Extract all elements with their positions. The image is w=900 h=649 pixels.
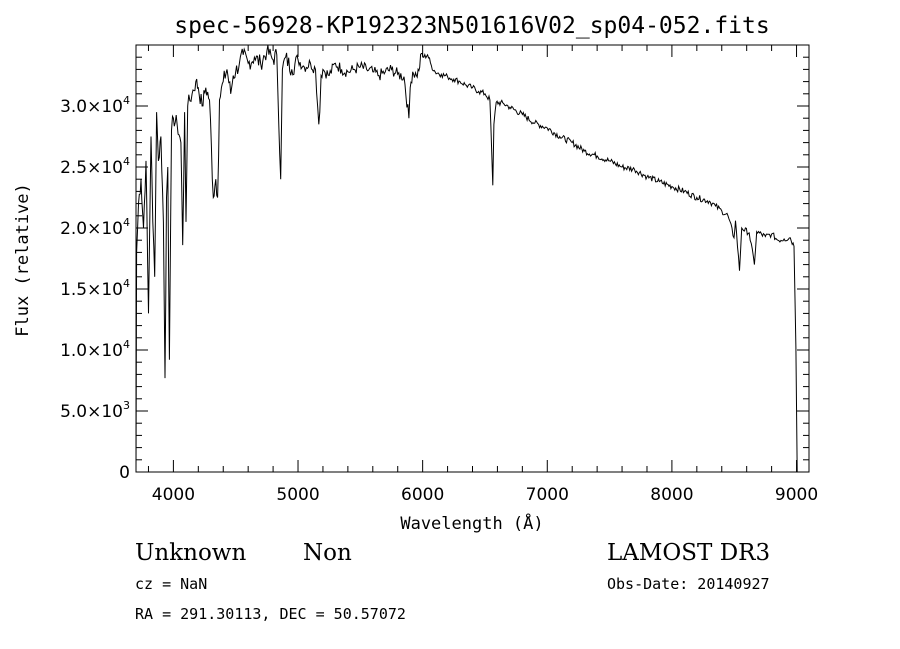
obs-date-label: Obs-Date: 20140927 — [607, 575, 770, 593]
x-tick-label: 7000 — [526, 485, 569, 505]
object-class-label: Unknown — [135, 540, 246, 566]
x-tick-label: 4000 — [152, 485, 195, 505]
y-tick-mantissa: 0 — [119, 463, 130, 483]
y-tick-exponent: 4 — [123, 94, 130, 107]
y-tick-label: 1.0×104 — [60, 338, 130, 361]
y-tick-label: 1.5×104 — [60, 277, 130, 300]
y-tick-mantissa: 5.0×10 — [60, 402, 123, 422]
plot-area: 4000 5000 6000 7000 8000 900005.0×1031.0×1041… — [60, 44, 818, 505]
y-tick-exponent: 4 — [123, 277, 130, 290]
chart-title: spec-56928-KP192323N501616V02_sp04-052.f… — [174, 13, 769, 39]
y-tick-mantissa: 1.5×10 — [60, 280, 123, 300]
y-tick-mantissa: 2.0×10 — [60, 219, 123, 239]
object-subclass-label: Non — [303, 540, 352, 566]
x-tick-label: 8000 — [650, 485, 693, 505]
y-tick-mantissa: 1.0×10 — [60, 341, 123, 361]
x-tick-label: 9000 — [775, 485, 818, 505]
x-tick-label: 5000 — [276, 485, 319, 505]
x-axis-label: Wavelength (Å) — [400, 512, 543, 534]
y-tick-mantissa: 2.5×10 — [60, 158, 123, 178]
spectrum-line — [135, 44, 798, 473]
redshift-label: cz = NaN — [135, 575, 207, 593]
plot-frame — [135, 44, 810, 473]
y-tick-label: 3.0×104 — [60, 94, 130, 117]
coordinates-label: RA = 291.30113, DEC = 50.57072 — [135, 605, 406, 623]
y-tick-mantissa: 3.0×10 — [60, 97, 123, 117]
x-tick-label: 6000 — [401, 485, 444, 505]
y-tick-label: 2.5×104 — [60, 155, 130, 178]
y-tick-exponent: 3 — [123, 399, 130, 412]
y-tick-exponent: 4 — [123, 155, 130, 168]
y-tick-exponent: 4 — [123, 338, 130, 351]
y-tick-label: 5.0×103 — [60, 399, 130, 422]
y-tick-exponent: 4 — [123, 216, 130, 229]
survey-label: LAMOST DR3 — [607, 540, 770, 566]
y-tick-label: 2.0×104 — [60, 216, 130, 239]
y-axis-label: Flux (relative) — [13, 183, 33, 337]
y-tick-label: 0 — [119, 463, 130, 483]
